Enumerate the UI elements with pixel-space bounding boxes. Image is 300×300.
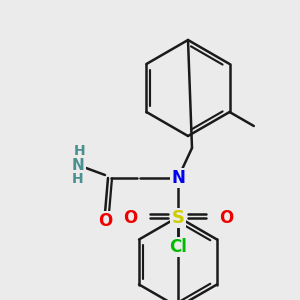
Text: N: N — [72, 158, 84, 172]
Text: O: O — [98, 212, 112, 230]
Text: N: N — [171, 169, 185, 187]
Text: H: H — [72, 172, 84, 186]
Text: O: O — [219, 209, 233, 227]
Text: Cl: Cl — [169, 238, 187, 256]
Text: O: O — [123, 209, 137, 227]
Text: H: H — [74, 144, 86, 158]
Text: S: S — [172, 209, 184, 227]
